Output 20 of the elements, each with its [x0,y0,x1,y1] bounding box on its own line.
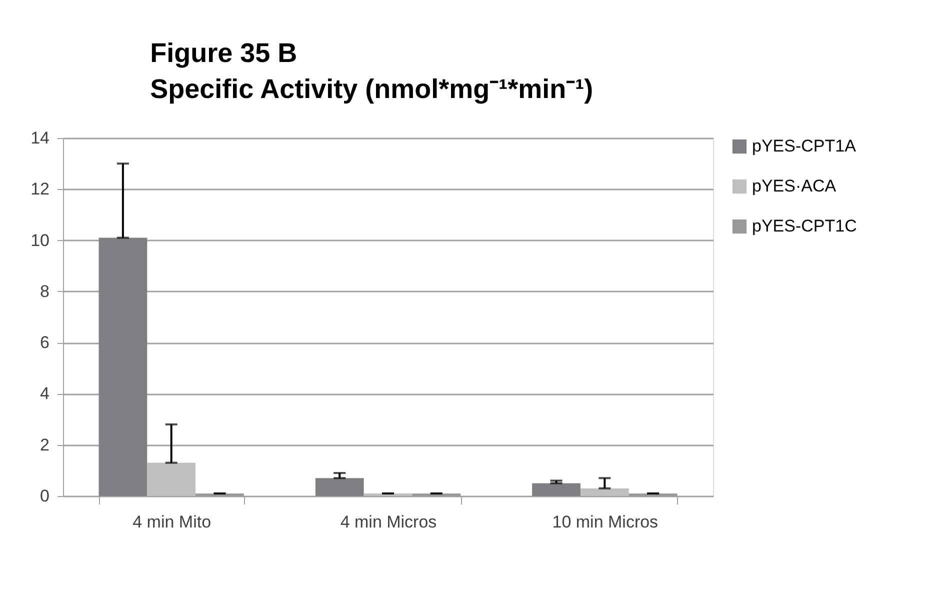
x-tick-label: 10 min Micros [552,512,658,532]
y-tick-label: 6 [40,333,50,352]
bar [315,478,364,496]
x-tick-label: 4 min Micros [340,512,437,532]
y-tick-label: 0 [40,486,50,506]
y-tick-label: 10 [30,230,50,250]
bar [147,462,196,496]
x-tick-label: 4 min Mito [132,512,212,532]
y-tick-label: 8 [40,282,50,301]
legend-label: pYES-CPT1A [752,136,857,156]
bar [532,483,580,496]
y-tick-label: 12 [30,180,50,199]
y-tick-label: 14 [30,128,50,148]
y-tick-label: 4 [40,384,50,404]
bar [580,488,629,496]
chart-title: Figure 35 B Specific Activity (nmol*mg⁻¹*min⁻¹) [150,38,594,104]
legend-label: pYES-CPT1C [752,216,857,236]
legend-label: pYES·ACA [752,176,837,196]
y-tick-label: 2 [40,435,50,454]
bar [98,238,148,496]
